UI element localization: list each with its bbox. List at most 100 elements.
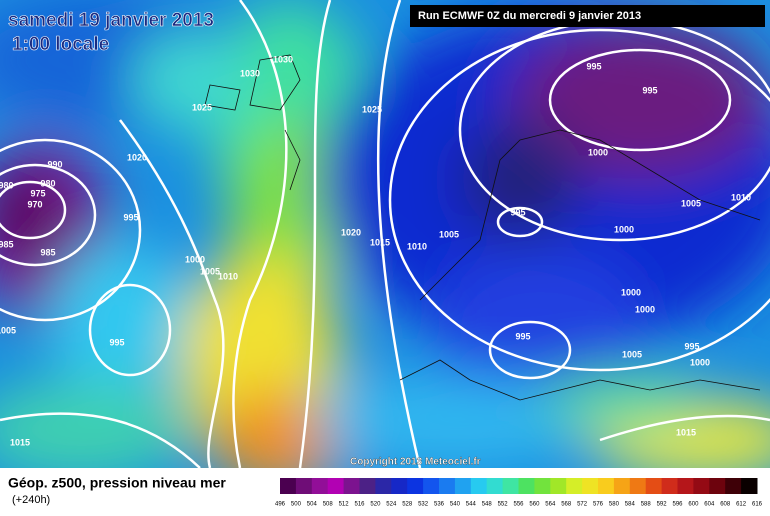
colorbar-label: 564 [545, 502, 556, 508]
isobar-label: 995 [123, 212, 138, 222]
colorbar-label: 572 [577, 502, 588, 508]
colorbar-swatch [582, 478, 599, 494]
isobar-label: 1000 [185, 254, 205, 264]
isobar-label: 1005 [0, 325, 16, 335]
isobar-label: 990 [47, 159, 62, 169]
isobar-label: 975 [30, 188, 45, 198]
colorbar-label: 548 [482, 502, 493, 508]
isobar-label: 1005 [681, 198, 701, 208]
isobar-label: 1000 [635, 304, 655, 314]
colorbar-label: 532 [418, 502, 429, 508]
colorbar-label: 528 [402, 502, 413, 508]
colorbar-swatch [566, 478, 583, 494]
colorbar-label: 516 [354, 502, 365, 508]
isobar-label: 1010 [407, 241, 427, 251]
colorbar-swatch [423, 478, 440, 494]
colorbar-label: 540 [450, 502, 461, 508]
colorbar-swatch [391, 478, 408, 494]
colorbar-swatch [327, 478, 345, 494]
run-box [410, 5, 765, 27]
colorbar-label: 500 [291, 502, 302, 508]
date-title: samedi 19 janvier 2013 [8, 10, 214, 31]
colorbar-swatch [661, 478, 678, 494]
colorbar-label: 556 [513, 502, 524, 508]
run-label: Run ECMWF 0Z du mercredi 9 janvier 2013 [418, 10, 641, 22]
colorbar-swatch [629, 478, 647, 494]
isobar-label: 1005 [200, 266, 220, 276]
isobar-label: 1015 [676, 427, 696, 437]
isobar-label: 1020 [127, 152, 147, 162]
colorbar: 496 500 504 508 512 516 520 524 528 532 536 540 544 5… [275, 478, 763, 508]
isobar-label: 995 [109, 337, 124, 347]
isobar-label: 1020 [341, 227, 361, 237]
isobar-label: 1025 [192, 102, 212, 112]
isobar-label: 985 [0, 239, 14, 249]
isobar-label: 1025 [362, 104, 382, 114]
colorbar-swatch [534, 478, 551, 494]
colorbar-label: 560 [529, 502, 540, 508]
colorbar-swatch [311, 478, 329, 494]
colorbar-label: 508 [323, 502, 334, 508]
colorbar-label: 600 [688, 502, 699, 508]
colorbar-swatch [375, 478, 392, 494]
colorbar-swatch [518, 478, 535, 494]
colorbar-swatch [295, 478, 313, 494]
colorbar-swatch [598, 478, 615, 494]
isobar-label: 1010 [218, 271, 238, 281]
colorbar-label: 588 [641, 502, 652, 508]
colorbar-label: 552 [498, 502, 509, 508]
colorbar-label: 504 [307, 502, 318, 508]
colorbar-swatch [502, 478, 519, 494]
colorbar-label: 568 [561, 502, 572, 508]
colorbar-swatch [693, 478, 710, 494]
isobar-label: 985 [40, 247, 55, 257]
isobar-label: 1010 [731, 192, 751, 202]
isobar-label: 995 [510, 207, 525, 217]
isobars [0, 0, 770, 468]
isobar-label: 1030 [273, 54, 293, 64]
colorbar-swatch [454, 478, 472, 494]
colorbar-swatch [407, 478, 424, 494]
colorbar-swatch [280, 478, 297, 494]
colorbar-label: 612 [736, 502, 747, 508]
colorbar-swatch [550, 478, 567, 494]
colorbar-swatch [645, 478, 663, 494]
colorbar-swatch [470, 478, 488, 494]
field [0, 0, 770, 468]
colorbar-label: 604 [704, 502, 715, 508]
colorbar-swatch [486, 478, 504, 494]
isobar-label: 1005 [439, 229, 459, 239]
isobar-label: 1015 [10, 437, 30, 447]
legend-subtitle: (+240h) [12, 494, 50, 506]
colorbar-label: 576 [593, 502, 604, 508]
legend-title: Géop. z500, pression niveau mer [8, 475, 226, 491]
colorbar-swatch [359, 478, 376, 494]
colorbar-swatch [709, 478, 726, 494]
isobar-label: 1000 [588, 147, 608, 157]
isobar-label: 1015 [370, 237, 390, 247]
isobar-label: 1000 [621, 287, 641, 297]
isobar-label: 1005 [622, 349, 642, 359]
coastlines [204, 54, 761, 401]
colorbar-label: 592 [657, 502, 668, 508]
colorbar-label: 584 [625, 502, 636, 508]
isobar-label: 980 [40, 178, 55, 188]
isobar-label: 995 [586, 61, 601, 71]
colorbar-swatch [343, 478, 360, 494]
copyright: Copyright 2013 Meteociel.fr [350, 457, 481, 468]
colorbar-swatch [439, 478, 456, 494]
isobar-label: 980 [0, 180, 14, 190]
colorbar-swatch [725, 478, 742, 494]
colorbar-label: 496 [275, 502, 286, 508]
isobar-label: 995 [684, 341, 699, 351]
colorbar-swatch [677, 478, 694, 494]
colorbar-label: 608 [720, 502, 731, 508]
colorbar-label: 520 [370, 502, 381, 508]
colorbar-label: 616 [752, 502, 763, 508]
isobar-label: 995 [642, 85, 657, 95]
colorbar-swatch [741, 478, 758, 494]
isobar-label: 995 [515, 331, 530, 341]
isobar-label: 970 [27, 199, 42, 209]
